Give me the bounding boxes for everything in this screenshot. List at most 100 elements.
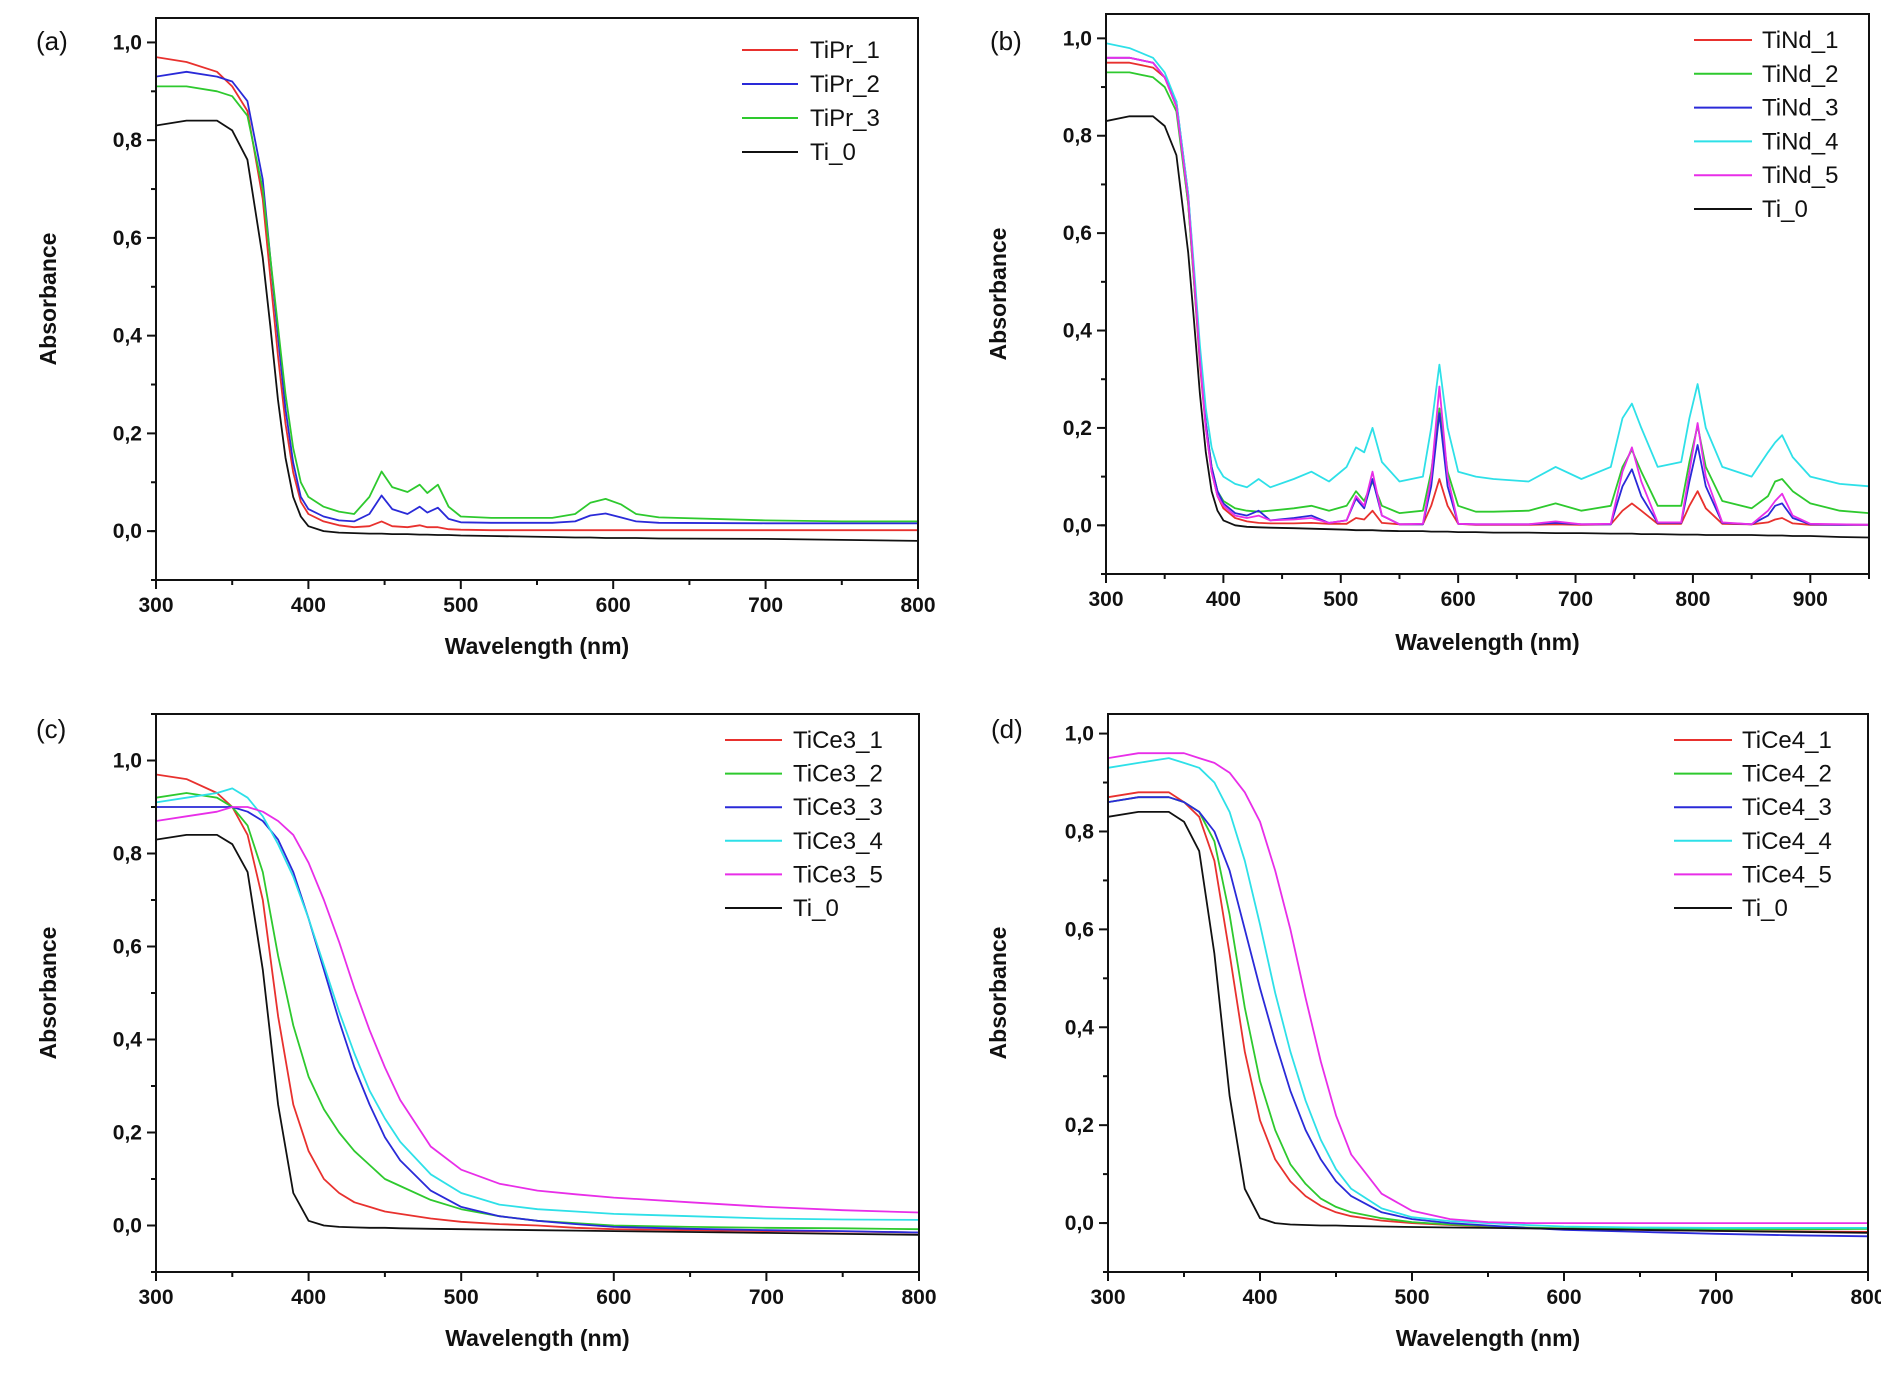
x-tick-label: 600	[1441, 588, 1476, 611]
panel-c: 300 400 500 600 700 800 0,0 0,2 0,4 0,6 0,8 1,0 Wave…	[35, 713, 937, 1351]
x-tick-label: 600	[596, 1286, 631, 1309]
series-line-TiCe4_3	[1108, 796, 1868, 1238]
x-tick-label: 400	[1242, 1286, 1277, 1309]
legend-label-TiPr_1: TiPr_1	[810, 37, 880, 64]
panel-label: (a)	[36, 26, 68, 56]
y-tick-label: 0,8	[113, 129, 143, 152]
legend-label-TiCe3_5: TiCe3_5	[793, 861, 883, 888]
y-tick-label: 0,2	[113, 422, 142, 445]
legend-label-TiCe4_2: TiCe4_2	[1742, 761, 1832, 788]
series-line-TiNd_5	[1106, 56, 1869, 526]
plot-frame	[1105, 13, 1870, 575]
series-group	[156, 773, 919, 1236]
series-line-TiCe3_4	[156, 787, 919, 1221]
x-tick-label: 500	[443, 594, 478, 617]
legend-label-TiCe3_3: TiCe3_3	[793, 794, 883, 821]
y-axis-title: Absorbance	[35, 927, 61, 1060]
x-tick-label: 700	[748, 594, 783, 617]
legend-label-Ti_0: Ti_0	[810, 139, 856, 166]
series-line-TiNd_3	[1106, 56, 1869, 526]
plot-frame	[155, 17, 919, 581]
y-tick-label: 0,4	[113, 1029, 143, 1052]
panel-label: (c)	[36, 714, 66, 744]
y-tick-label: 0,8	[113, 843, 143, 866]
y-tick-label: 0,2	[1065, 1114, 1094, 1137]
x-tick-label: 800	[900, 594, 935, 617]
panel-label: (d)	[991, 714, 1023, 744]
legend-label-Ti_0: Ti_0	[1762, 196, 1808, 223]
legend-label-TiCe3_2: TiCe3_2	[793, 761, 883, 788]
legend-label-TiNd_3: TiNd_3	[1762, 95, 1838, 122]
series-line-Ti_0	[156, 834, 919, 1236]
x-tick-label: 500	[1394, 1286, 1429, 1309]
legend: TiNd_1 TiNd_2 TiNd_3 TiNd_4 TiNd_5 Ti_0	[1694, 27, 1838, 223]
series-line-Ti_0	[1106, 115, 1869, 539]
series-line-TiNd_2	[1106, 71, 1869, 514]
panel-b: 300 400 500 600 700 800 900 0,0 0,2 0,4 0,6 0,8 1,0 W…	[985, 13, 1870, 655]
y-tick-label: 0,8	[1063, 125, 1093, 148]
x-axis-title: Wavelength (nm)	[445, 1325, 629, 1351]
y-tick-label: 0,6	[1065, 918, 1094, 941]
y-axis-title: Absorbance	[985, 927, 1011, 1060]
x-tick-label: 900	[1793, 588, 1828, 611]
x-tick-label: 800	[901, 1286, 936, 1309]
x-tick-label: 500	[1323, 588, 1358, 611]
y-tick-label: 0,4	[113, 325, 143, 348]
y-tick-label: 1,0	[113, 31, 142, 54]
legend-label-Ti_0: Ti_0	[793, 895, 839, 922]
y-tick-label: 0,0	[1063, 514, 1092, 537]
panel-label: (b)	[990, 26, 1022, 56]
legend-label-TiCe4_4: TiCe4_4	[1742, 828, 1832, 855]
y-tick-label: 0,2	[1063, 417, 1092, 440]
y-tick-label: 0,6	[113, 936, 142, 959]
x-tick-label: 500	[444, 1286, 479, 1309]
series-group	[156, 56, 918, 542]
legend-label-TiCe4_1: TiCe4_1	[1742, 727, 1832, 754]
x-axis-title: Wavelength (nm)	[445, 633, 629, 659]
x-tick-label: 800	[1850, 1286, 1881, 1309]
series-line-Ti_0	[1108, 811, 1868, 1234]
legend: TiCe4_1 TiCe4_2 TiCe4_3 TiCe4_4 TiCe4_5 Ti_0	[1674, 727, 1832, 922]
x-tick-label: 400	[1206, 588, 1241, 611]
series-group	[1106, 42, 1869, 539]
legend-label-TiNd_2: TiNd_2	[1762, 61, 1838, 88]
legend-label-TiNd_4: TiNd_4	[1762, 128, 1838, 155]
series-line-TiCe4_5	[1108, 752, 1868, 1224]
series-line-TiNd_4	[1106, 42, 1869, 489]
series-line-TiCe3_2	[156, 792, 919, 1231]
x-tick-label: 600	[596, 594, 631, 617]
legend: TiCe3_1 TiCe3_2 TiCe3_3 TiCe3_4 TiCe3_5 Ti_0	[725, 727, 883, 922]
y-tick-label: 0,2	[113, 1122, 142, 1145]
x-tick-label: 300	[138, 1286, 173, 1309]
x-tick-label: 600	[1546, 1286, 1581, 1309]
panel-a: 300 400 500 600 700 800 0,0 0,2 0,4 0,6 0,8 1,0 Wave…	[35, 17, 936, 659]
series-line-TiPr_3	[156, 85, 918, 523]
series-line-TiPr_1	[156, 56, 918, 532]
y-tick-label: 0,6	[113, 227, 142, 250]
y-tick-label: 1,0	[113, 750, 142, 773]
legend: TiPr_1 TiPr_2 TiPr_3 Ti_0	[742, 37, 880, 166]
legend-label-TiCe4_3: TiCe4_3	[1742, 794, 1832, 821]
y-tick-label: 0,0	[1065, 1212, 1094, 1235]
series-line-TiCe3_3	[156, 806, 919, 1234]
x-tick-label: 700	[749, 1286, 784, 1309]
y-axis-title: Absorbance	[985, 228, 1011, 361]
panel-d: 300 400 500 600 700 800 0,0 0,2 0,4 0,6 0,8 1,0 Wave…	[985, 713, 1881, 1351]
y-axis-title: Absorbance	[35, 233, 61, 366]
x-tick-label: 400	[291, 1286, 326, 1309]
series-line-TiCe3_5	[156, 806, 919, 1214]
x-tick-label: 300	[1090, 1286, 1125, 1309]
x-tick-label: 300	[138, 594, 173, 617]
series-line-TiCe4_4	[1108, 757, 1868, 1229]
x-axis-title: Wavelength (nm)	[1395, 629, 1579, 655]
legend-label-TiPr_2: TiPr_2	[810, 71, 880, 98]
series-line-TiPr_2	[156, 70, 918, 525]
y-tick-label: 1,0	[1063, 27, 1092, 50]
y-tick-label: 0,6	[1063, 222, 1092, 245]
x-tick-label: 700	[1698, 1286, 1733, 1309]
y-tick-label: 0,4	[1065, 1016, 1095, 1039]
legend-label-TiCe3_1: TiCe3_1	[793, 727, 883, 754]
x-tick-label: 400	[291, 594, 326, 617]
y-tick-label: 1,0	[1065, 723, 1094, 746]
